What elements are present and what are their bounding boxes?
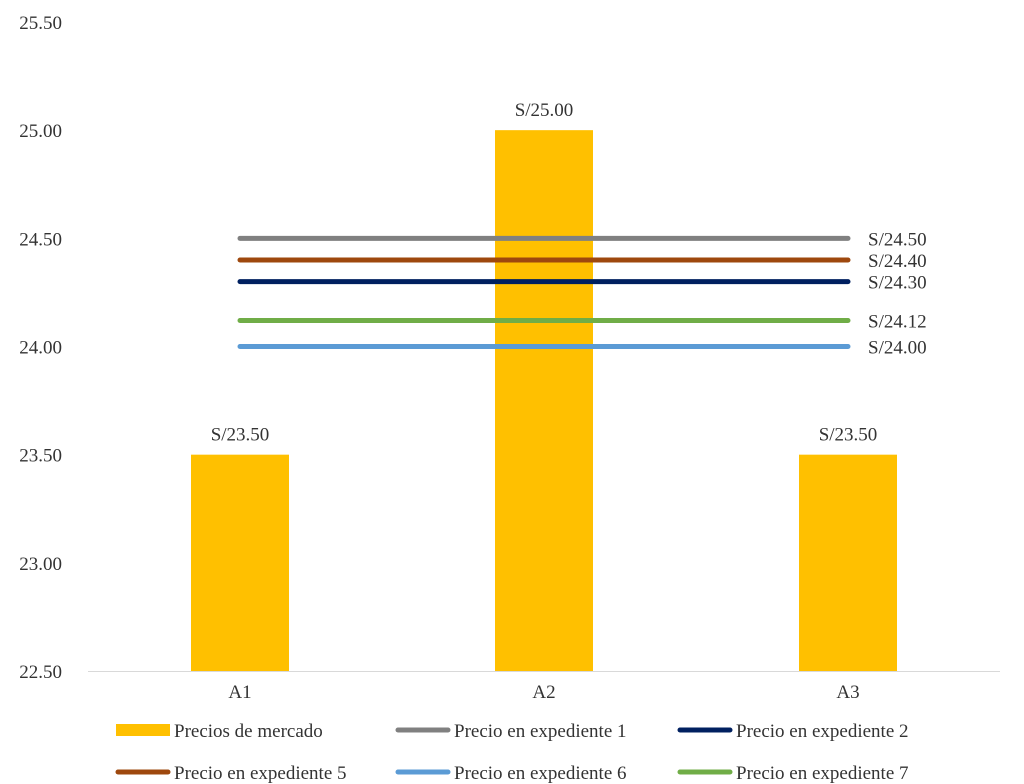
x-tick-label: A2 [532, 682, 555, 703]
bars [191, 130, 897, 671]
legend-swatch [116, 724, 170, 736]
reference-line-label: S/24.30 [868, 273, 927, 294]
y-tick-label: 24.50 [19, 229, 62, 250]
bar [191, 454, 289, 671]
legend: Precios de mercado Precio en expediente 1… [115, 721, 909, 784]
y-tick-label: 25.50 [19, 13, 62, 34]
y-tick-label: 23.00 [19, 554, 62, 575]
bar-labels: S/23.50 S/25.00 S/23.50 [211, 100, 878, 446]
y-tick-label: 25.00 [19, 121, 62, 142]
legend-label: Precios de mercado [174, 721, 323, 742]
bar-data-label: S/23.50 [211, 425, 270, 446]
y-tick-label: 22.50 [19, 662, 62, 683]
legend-label: Precio en expediente 5 [174, 763, 347, 784]
reference-line-label: S/24.00 [868, 338, 927, 359]
bar [799, 454, 897, 671]
legend-label: Precio en expediente 2 [736, 721, 909, 742]
bar-data-label: S/23.50 [819, 425, 878, 446]
reference-line-label: S/24.40 [868, 251, 927, 272]
reference-line-label: S/24.50 [868, 229, 927, 250]
x-axis: A1 A2 A3 [88, 671, 1000, 703]
y-tick-label: 24.00 [19, 338, 62, 359]
bar [495, 130, 593, 671]
x-tick-label: A1 [228, 682, 251, 703]
x-tick-label: A3 [836, 682, 859, 703]
bar-data-label: S/25.00 [515, 100, 574, 121]
y-axis: 22.50 23.00 23.50 24.00 24.50 25.00 25.50 [19, 13, 62, 683]
y-tick-label: 23.50 [19, 446, 62, 467]
legend-label: Precio en expediente 6 [454, 763, 627, 784]
reference-lines [237, 235, 851, 349]
reference-line-labels: S/24.50 S/24.30S/24.40 S/24.00 S/24.12 [868, 229, 927, 358]
legend-label: Precio en expediente 7 [736, 763, 909, 784]
legend-label: Precio en expediente 1 [454, 721, 627, 742]
reference-line-label: S/24.12 [868, 312, 927, 333]
